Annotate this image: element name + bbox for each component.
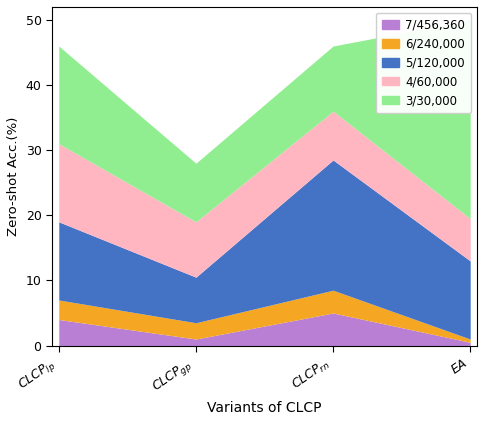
Y-axis label: Zero-shot Acc.(%): Zero-shot Acc.(%)	[7, 116, 20, 236]
X-axis label: Variants of CLCP: Variants of CLCP	[207, 401, 322, 415]
Legend: 7/456,360, 6/240,000, 5/120,000, 4/60,000, 3/30,000: 7/456,360, 6/240,000, 5/120,000, 4/60,00…	[376, 13, 471, 113]
